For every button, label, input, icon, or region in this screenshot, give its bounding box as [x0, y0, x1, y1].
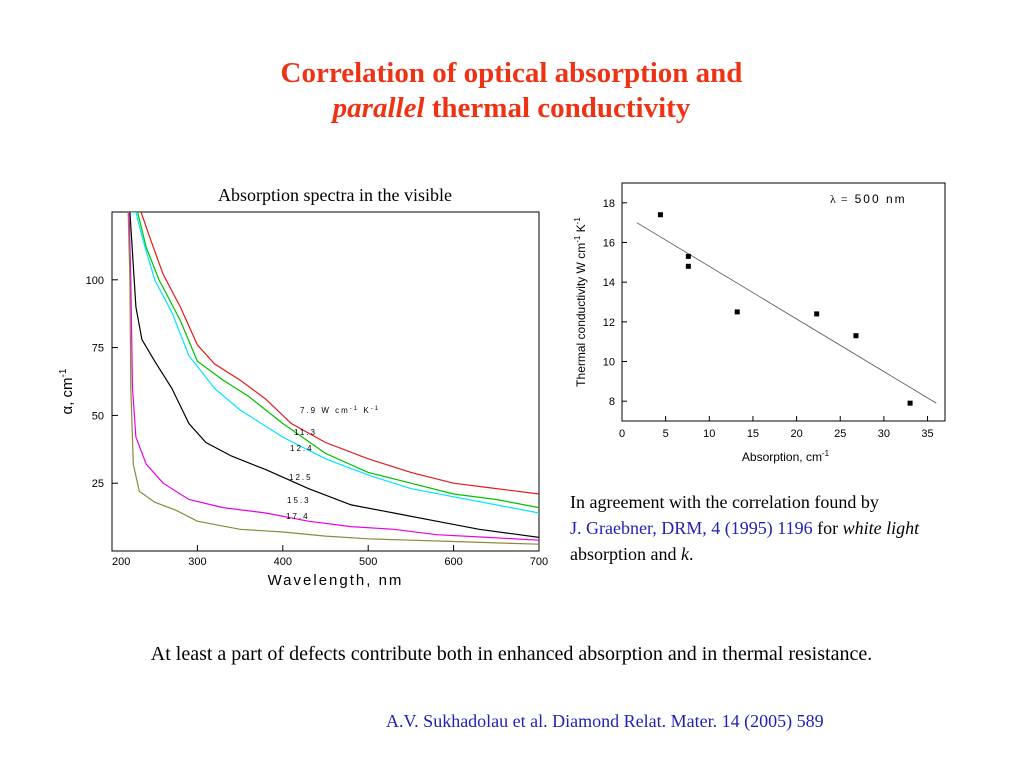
curve-label-sup: -1	[371, 406, 380, 412]
y-axis-label-unit: K	[574, 224, 588, 235]
data-point	[657, 212, 663, 218]
curve-label-12-4: 12.4	[290, 444, 314, 453]
x-axis-label-text: Absorption, cm	[742, 450, 822, 464]
curve-label-value: 15.3	[287, 496, 311, 505]
x-tick-label: 400	[274, 556, 292, 568]
y-tick-label: 16	[603, 238, 615, 250]
series-line-7-9	[134, 212, 539, 495]
series-line-12-4	[130, 212, 539, 514]
plot-frame	[111, 211, 540, 552]
y-axis-label-sup: -1	[58, 368, 69, 377]
title-line-2-rest: thermal conductivity	[424, 92, 691, 124]
curve-label-value: 17.4	[286, 512, 310, 521]
y-tick-label: 50	[92, 410, 104, 422]
agreement-note: In agreement with the correlation found …	[570, 489, 990, 567]
curve-label-unit: W cm	[317, 406, 350, 415]
plot-frame	[621, 182, 946, 422]
y-tick-label: 8	[609, 396, 615, 408]
x-tick-label: 10	[703, 428, 715, 440]
agreement-italic-2: k	[680, 544, 689, 564]
y-axis-label: α, cm-1	[58, 368, 76, 414]
title-line-2: parallel thermal conductivity	[0, 91, 1023, 126]
x-axis-label: Absorption, cm-1	[742, 449, 830, 464]
agreement-text-2: for	[812, 518, 843, 538]
y-tick-label: 25	[92, 478, 104, 490]
y-tick-label: 12	[603, 317, 615, 329]
curve-label-unit: K	[359, 406, 371, 415]
data-point	[734, 309, 740, 315]
agreement-text-4: .	[688, 544, 694, 564]
fit-line	[636, 222, 937, 404]
x-tick-label: 25	[834, 428, 846, 440]
x-tick-label: 0	[619, 428, 625, 440]
annotation-value: 500 nm	[855, 192, 907, 206]
graebner-reference-link[interactable]: J. Graebner, DRM, 4 (1995) 1196	[570, 518, 813, 538]
x-tick-label: 600	[444, 556, 462, 568]
data-point	[685, 263, 691, 269]
y-axis-label-text: Thermal conductivity W cm	[574, 243, 588, 387]
spectra-caption: Absorption spectra in the visible	[218, 185, 452, 205]
citation-link[interactable]: A.V. Sukhadolau et al. Diamond Relat. Ma…	[386, 711, 824, 731]
title-line-1: Correlation of optical absorption and	[280, 57, 743, 89]
x-axis-label: Wavelength, nm	[268, 572, 404, 589]
curve-label-11-3: 11.3	[294, 428, 317, 437]
series-group	[127, 212, 539, 545]
x-tick-label: 30	[878, 428, 890, 440]
data-point	[907, 400, 913, 406]
series-line-12-5	[129, 212, 539, 538]
x-tick-label: 700	[530, 556, 548, 568]
x-tick-label: 20	[790, 428, 802, 440]
y-axis-label: Thermal conductivity W cm-1 K-1	[573, 217, 588, 387]
curve-label-value: 12.5	[289, 473, 313, 482]
data-point	[853, 333, 859, 339]
data-point	[685, 253, 691, 259]
x-tick-label: 500	[359, 556, 377, 568]
x-tick-label: 5	[663, 428, 669, 440]
x-tick-label: 15	[747, 428, 759, 440]
x-axis-label-sup: -1	[822, 449, 830, 458]
annotation-lambda: λ =	[830, 192, 849, 206]
conclusion-text: At least a part of defects contribute bo…	[150, 643, 873, 665]
x-tick-label: 35	[921, 428, 933, 440]
absorption-spectra-chart: 200 300 400 500 600 700 25 50 75 100 Wavelength, n…	[58, 211, 548, 589]
y-tick-label: 14	[603, 277, 615, 289]
series-line-11-3	[132, 212, 539, 509]
y-tick-label: 10	[603, 357, 615, 369]
curve-label-7-9: 7.9 W cm-1 K-1	[300, 406, 380, 415]
y-axis-label-text: α, cm	[59, 377, 76, 414]
wavelength-annotation: λ = 500 nm	[830, 192, 907, 206]
data-point	[814, 311, 820, 317]
agreement-text-1: In agreement with the correlation found …	[570, 492, 879, 512]
series-line-17-4	[127, 212, 539, 545]
curve-label-value: 11.3	[294, 428, 317, 437]
title-italic-word: parallel	[332, 92, 425, 124]
series-line-15-3	[128, 212, 539, 541]
y-tick-label: 75	[92, 343, 104, 355]
curve-label-value: 12.4	[290, 444, 314, 453]
curve-label-15-3: 15.3	[287, 496, 311, 505]
curve-label-17-4: 17.4	[286, 512, 310, 521]
y-axis-label-sup: -1	[573, 235, 582, 243]
x-tick-label: 300	[188, 556, 206, 568]
x-tick-label: 200	[112, 556, 130, 568]
y-tick-label: 18	[603, 198, 615, 210]
curve-label-12-5: 12.5	[289, 473, 313, 482]
agreement-italic-1: white light	[842, 518, 920, 538]
y-tick-label: 100	[86, 275, 104, 287]
agreement-text-3: absorption and	[570, 544, 681, 564]
slide-title: Correlation of optical absorption and pa…	[0, 56, 1023, 126]
curve-label-value: 7.9	[300, 406, 317, 415]
curve-label-sup: -1	[350, 406, 359, 412]
y-axis-label-sup: -1	[573, 217, 582, 225]
